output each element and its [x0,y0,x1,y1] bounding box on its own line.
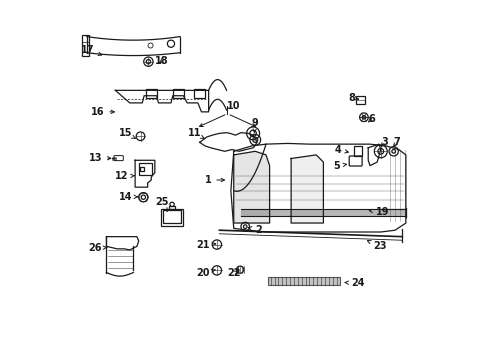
Text: 4: 4 [334,144,347,154]
Text: 14: 14 [119,192,138,202]
Text: 13: 13 [89,153,111,163]
Text: 12: 12 [115,171,134,181]
Polygon shape [290,155,323,223]
Bar [194,89,204,98]
Text: 25: 25 [155,197,168,211]
Text: 11: 11 [187,129,204,138]
Text: 7: 7 [392,138,399,147]
Text: 8: 8 [348,93,358,103]
Text: 22: 22 [226,268,240,278]
Bar [163,211,181,223]
Text: 9: 9 [251,118,258,133]
Text: 5: 5 [333,161,346,171]
Bar [172,89,183,98]
Text: 21: 21 [196,239,215,249]
Bar [267,277,339,285]
Bar [355,96,364,104]
Text: 19: 19 [368,207,388,217]
Text: 24: 24 [345,278,364,288]
Text: 17: 17 [81,45,102,55]
Text: 10: 10 [226,102,240,112]
Bar [139,163,152,175]
Text: 6: 6 [367,114,374,124]
Bar [169,206,175,209]
Text: 15: 15 [119,129,135,138]
Polygon shape [233,151,269,223]
Bar [145,89,156,98]
Text: 23: 23 [366,240,386,251]
Text: 1: 1 [204,175,224,185]
Text: 3: 3 [380,138,387,147]
Text: 18: 18 [155,56,168,66]
Bar [140,167,144,171]
Bar [353,146,361,156]
Text: 20: 20 [196,268,215,278]
Bar [82,35,89,55]
Polygon shape [241,209,405,217]
Text: 26: 26 [88,243,107,253]
Text: 2: 2 [248,225,262,235]
Bar [161,209,183,226]
Text: 16: 16 [91,107,114,117]
